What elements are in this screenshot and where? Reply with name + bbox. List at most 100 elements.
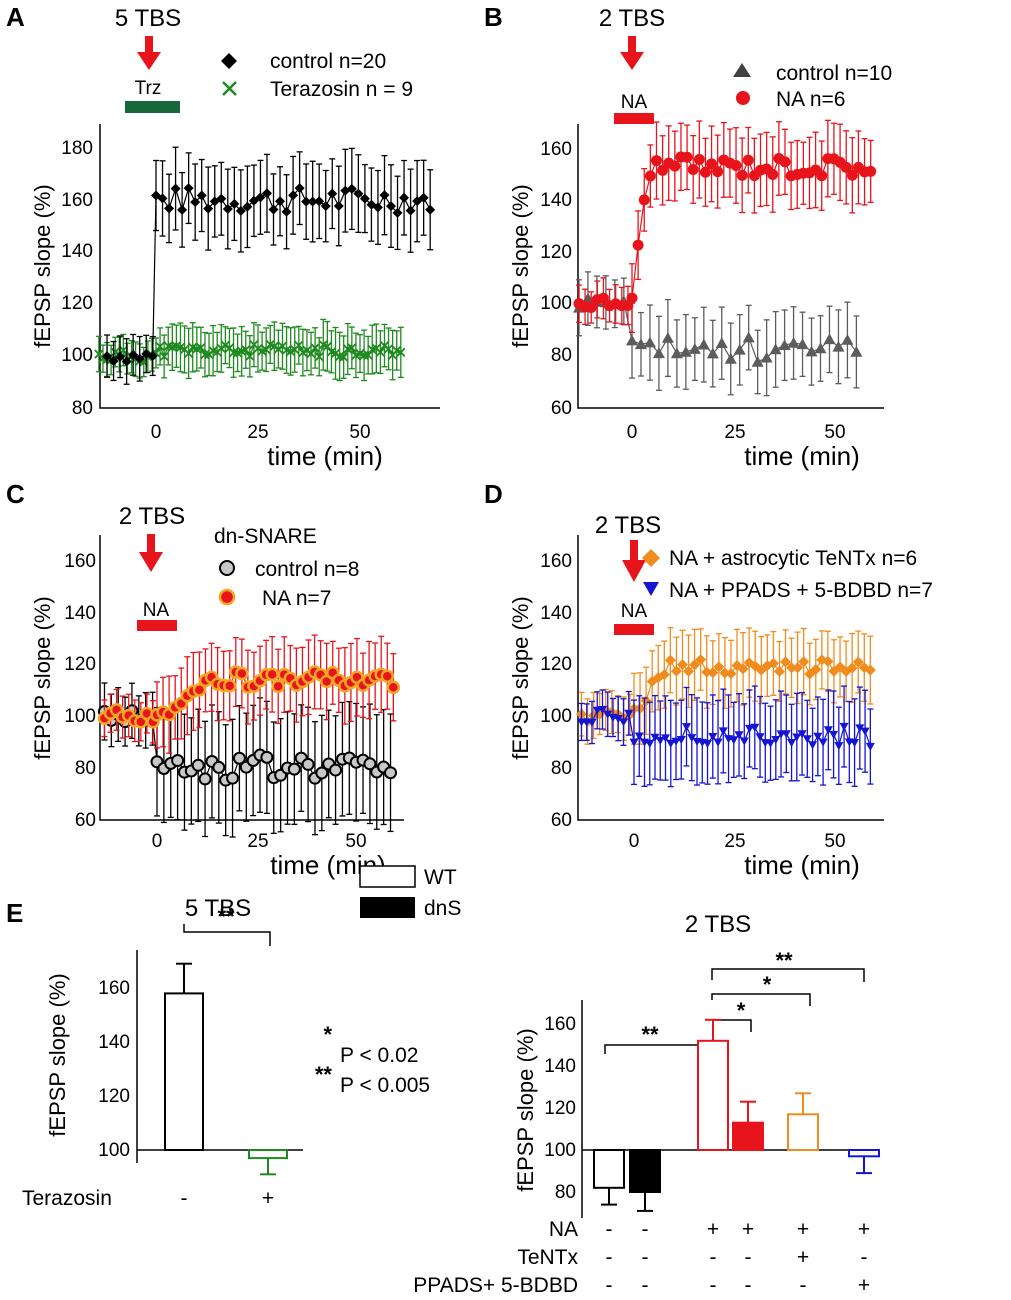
ppads-d-point bbox=[813, 732, 823, 741]
ppads-d-point bbox=[676, 736, 686, 745]
ppads-d-point bbox=[645, 739, 655, 748]
panel-e-right-ytick-120: 120 bbox=[544, 1098, 576, 1119]
na-b-point bbox=[816, 170, 828, 182]
panel-d-legend-tentx: NA + astrocytic TeNTx n=6 bbox=[669, 547, 917, 570]
bar-e-right-4 bbox=[732, 1121, 764, 1151]
control-c-point bbox=[191, 758, 205, 772]
panel-label-d: D bbox=[484, 479, 503, 509]
panel-c-ytick-120: 120 bbox=[64, 654, 96, 675]
ppads-d-point bbox=[771, 736, 781, 745]
condition-sign: + bbox=[858, 1218, 870, 1241]
panel-a-ytick-160: 160 bbox=[61, 190, 93, 211]
pvalue-2-text: P < 0.005 bbox=[340, 1074, 430, 1097]
control-a-point bbox=[115, 351, 126, 362]
panel-b-y-ticks: 60 80 100 120 140 160 bbox=[540, 139, 572, 419]
na-b-point bbox=[638, 194, 650, 206]
tentx-d-point bbox=[689, 659, 701, 671]
comparison-bracket-4 bbox=[711, 968, 865, 982]
control-a-point bbox=[359, 193, 370, 204]
terazosin-point bbox=[196, 342, 206, 353]
tentx-d-point bbox=[773, 665, 785, 677]
ppads-d-point bbox=[755, 733, 765, 742]
control-c-point bbox=[171, 754, 185, 768]
panel-e-left-cond-1: - bbox=[181, 1187, 188, 1210]
legend-dns-swatch bbox=[360, 897, 415, 918]
na-b-point bbox=[657, 164, 669, 176]
panel-e-left-ytick-160: 160 bbox=[98, 978, 130, 999]
na-b-point bbox=[693, 154, 705, 166]
terazosin-point bbox=[184, 348, 194, 358]
panel-b-xtick-25: 25 bbox=[724, 422, 745, 443]
terazosin-point bbox=[383, 344, 394, 354]
control-b-point bbox=[706, 347, 719, 359]
control-a-point bbox=[121, 356, 132, 367]
ppads-d-point bbox=[629, 738, 639, 747]
ppads-d-point bbox=[661, 734, 671, 743]
terazosin-point bbox=[310, 343, 320, 353]
cond-row-label-na: NA bbox=[549, 1218, 578, 1241]
control-b-point bbox=[724, 352, 737, 364]
ppads-d-point bbox=[802, 735, 812, 744]
control-a-point bbox=[372, 202, 383, 213]
bar-e-right-1 bbox=[593, 1149, 625, 1189]
panel-c-ytick-100: 100 bbox=[64, 706, 96, 727]
panel-c-legend-control: control n=8 bbox=[255, 558, 360, 581]
panel-a-legend-diamond-icon bbox=[221, 53, 237, 69]
control-b-point bbox=[751, 355, 764, 367]
panel-b-legend-control: control n=10 bbox=[776, 62, 892, 85]
ppads-d-point bbox=[855, 724, 865, 733]
na-b-point bbox=[585, 301, 597, 313]
panel-c-ylabel: fEPSP slope (%) bbox=[30, 596, 55, 759]
control-b-point bbox=[832, 340, 845, 352]
terazosin-point bbox=[375, 347, 386, 357]
tentx-d-point bbox=[695, 654, 707, 666]
comparison-bracket-3 bbox=[711, 993, 811, 1006]
na-b-point bbox=[597, 292, 609, 304]
ppads-d-point bbox=[671, 737, 681, 746]
terazosin-point bbox=[159, 351, 169, 362]
control-a-point bbox=[177, 204, 188, 215]
na-b-point bbox=[681, 151, 693, 163]
panel-d-ytick-80: 80 bbox=[551, 758, 572, 779]
control-b-point bbox=[823, 333, 836, 345]
panel-c-legend-red-circle-icon bbox=[218, 588, 236, 606]
terazosin-series bbox=[94, 318, 406, 382]
comparison-stars-3: * bbox=[763, 972, 772, 997]
terazosin-point bbox=[220, 340, 230, 350]
ppads-d-point bbox=[734, 731, 744, 740]
comparison-bracket-1 bbox=[604, 1044, 697, 1054]
panel-b-axes bbox=[577, 124, 884, 409]
panel-d-ytick-120: 120 bbox=[540, 654, 572, 675]
panel-c-ytick-60: 60 bbox=[75, 810, 96, 831]
legend-wt-swatch bbox=[359, 865, 416, 888]
panel-c: 2 TBS NA dn-SNARE control n=8 NA n=7 60 … bbox=[30, 503, 404, 880]
control-c-point bbox=[232, 751, 246, 765]
control-b-point bbox=[796, 338, 809, 350]
ppads-d-series bbox=[576, 685, 875, 788]
terazosin-point bbox=[241, 345, 251, 355]
panel-d-stim-arrow bbox=[622, 540, 646, 582]
panel-d-ytick-60: 60 bbox=[551, 810, 572, 831]
na-b-point bbox=[736, 169, 748, 181]
control-b-point bbox=[688, 343, 701, 354]
panel-d-ytick-140: 140 bbox=[540, 603, 572, 624]
panel-e-legend: WT dnS bbox=[359, 865, 461, 920]
na-c-point bbox=[380, 669, 395, 683]
cond-row-label-ppads: PPADS+ 5-BDBD bbox=[413, 1274, 578, 1297]
na-c-point bbox=[386, 680, 401, 695]
legend-dns-label: dnS bbox=[424, 897, 461, 920]
panel-a-legend-x-icon bbox=[222, 81, 237, 96]
panel-b-ytick-100: 100 bbox=[540, 293, 572, 314]
control-b-series bbox=[572, 271, 863, 397]
ppads-d-point bbox=[839, 722, 849, 732]
ppads-d-point bbox=[587, 718, 597, 727]
panel-a-drug-label: Trz bbox=[135, 78, 162, 99]
panel-a-drug-bar bbox=[125, 101, 180, 113]
tentx-d-point bbox=[725, 668, 737, 680]
panel-e-left-sig-bracket bbox=[183, 924, 271, 946]
control-a-point bbox=[203, 203, 214, 214]
control-a-point bbox=[281, 206, 292, 217]
panel-c-xtick-0: 0 bbox=[152, 831, 163, 852]
control-b-point bbox=[652, 347, 665, 359]
panel-c-legend-na: NA n=7 bbox=[262, 587, 331, 610]
